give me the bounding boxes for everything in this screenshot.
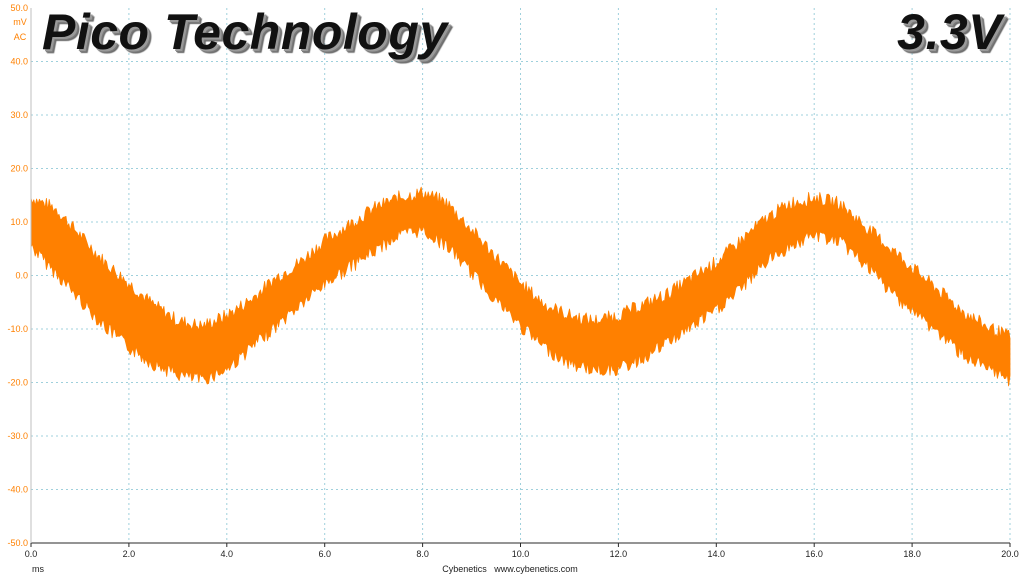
y-tick-label: -40.0 [7, 485, 28, 495]
y-tick-label: -10.0 [7, 324, 28, 334]
grid [31, 8, 1011, 543]
x-tick-label: 20.0 [1001, 549, 1019, 559]
signal-band [30, 186, 1011, 387]
y-tick-label: 20.0 [10, 164, 28, 174]
y-coupling-label: AC [14, 32, 27, 42]
y-tick-label: 30.0 [10, 110, 28, 120]
chart-title: Pico Technology [42, 4, 448, 60]
y-tick-label: 0.0 [15, 271, 28, 281]
x-tick-label: 4.0 [221, 549, 234, 559]
y-tick-label: 50.0 [10, 3, 28, 13]
x-tick-label: 14.0 [708, 549, 726, 559]
y-tick-label: -20.0 [7, 378, 28, 388]
y-tick-label: 40.0 [10, 57, 28, 67]
watermark: Cybenetics www.cybenetics.com [442, 564, 578, 574]
y-axis: 50.0 40.0 30.0 20.0 10.0 0.0 -10.0 -20.0 -30.0 -4… [7, 3, 28, 548]
x-tick-label: 18.0 [903, 549, 921, 559]
chart-subtitle: 3.3V [897, 4, 1002, 60]
x-tick-label: 12.0 [610, 549, 628, 559]
signal-trace [30, 186, 1011, 387]
y-tick-label: 10.0 [10, 217, 28, 227]
y-tick-label: -30.0 [7, 431, 28, 441]
x-unit-label: ms [32, 564, 44, 574]
x-tick-label: 10.0 [512, 549, 530, 559]
x-tick-label: 8.0 [416, 549, 429, 559]
x-tick-label: 2.0 [123, 549, 136, 559]
x-tick-label: 0.0 [25, 549, 38, 559]
x-tick-label: 6.0 [318, 549, 331, 559]
y-tick-label: -50.0 [7, 538, 28, 548]
y-unit-label: mV [13, 17, 27, 27]
x-axis: 0.0 2.0 4.0 6.0 8.0 10.0 12.0 14.0 16.0 18.0 20.0 [25, 543, 1019, 559]
x-tick-label: 16.0 [805, 549, 823, 559]
